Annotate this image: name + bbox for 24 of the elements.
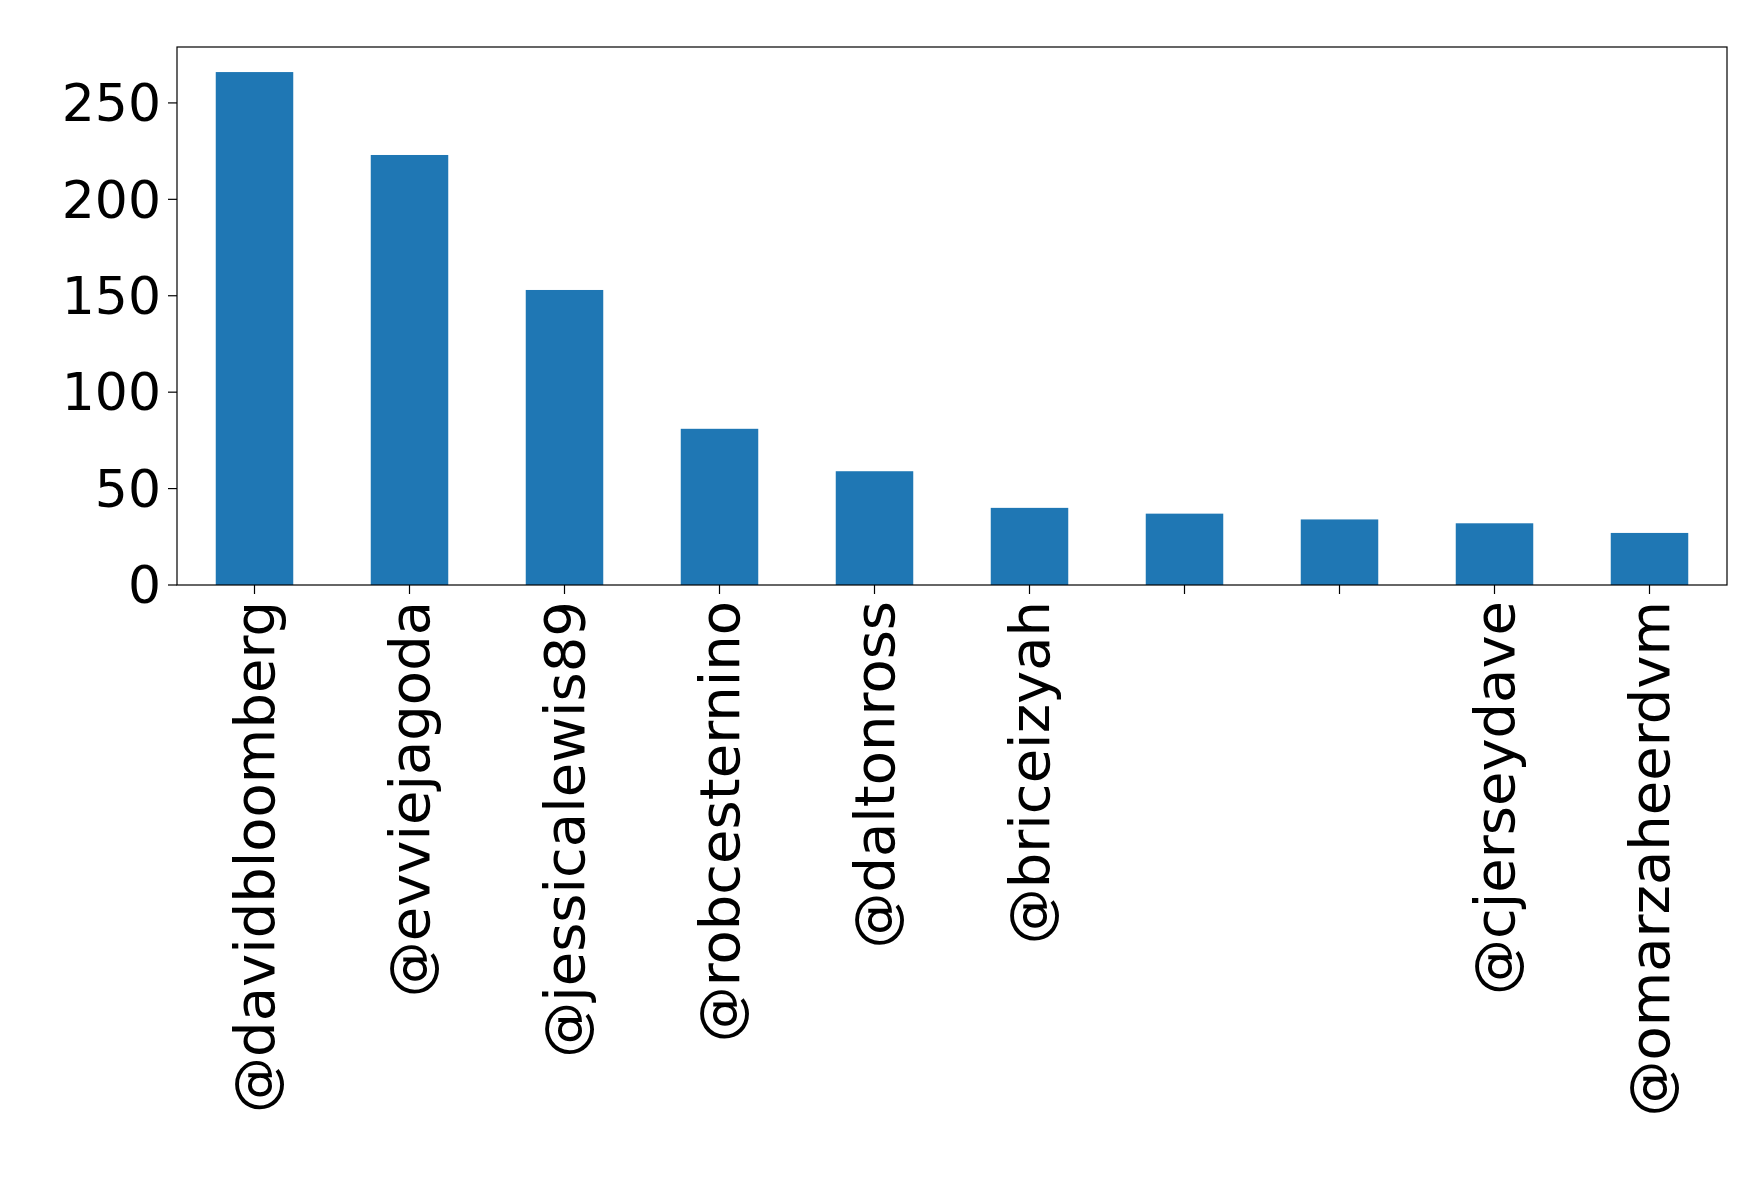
x-tick-label: @cjerseydave <box>1462 601 1528 996</box>
bar <box>525 289 604 585</box>
bar <box>1300 519 1379 585</box>
x-tick-label: @daltonross <box>842 601 908 949</box>
y-tick-label: 250 <box>61 73 161 134</box>
x-tick-label: @omarzaheerdvm <box>1617 601 1683 1117</box>
x-tick-label: @robcesternino <box>687 601 753 1043</box>
y-tick-label: 50 <box>94 458 161 519</box>
bar <box>1455 523 1534 585</box>
y-tick-label: 0 <box>127 555 161 616</box>
y-tick-label: 150 <box>61 265 161 326</box>
y-tick-label: 100 <box>61 362 161 423</box>
bar <box>835 471 914 585</box>
x-tick-label: @briceizyah <box>997 601 1063 945</box>
x-tick-label: @jessicalewis89 <box>532 601 598 1058</box>
bar <box>370 154 449 585</box>
x-tick-label: @davidbloomberg <box>222 601 288 1113</box>
bar <box>990 507 1069 585</box>
bar <box>215 72 294 585</box>
bar <box>1145 513 1224 585</box>
y-tick-label: 200 <box>61 169 161 230</box>
x-tick-label: @evviejagoda <box>377 601 443 998</box>
bar <box>680 428 759 585</box>
bar <box>1610 532 1689 585</box>
